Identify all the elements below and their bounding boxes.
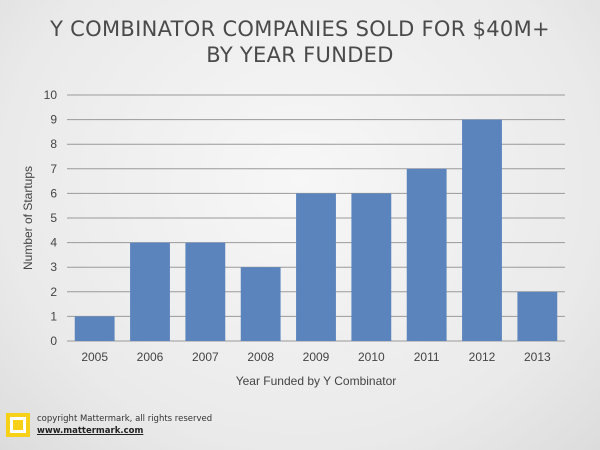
bar-2013 (517, 291, 558, 341)
mattermark-logo (6, 413, 30, 437)
chart-title: Y COMBINATOR COMPANIES SOLD FOR $40M+ BY… (0, 16, 600, 68)
x-tick-label: 2013 (524, 350, 551, 364)
bar-chart: 0 1 2 3 4 5 6 7 8 9 10 2005 2006 2007 2008 2009 2010 201… (21, 88, 565, 388)
y-tick-label: 8 (50, 137, 57, 151)
logo-square-icon (10, 417, 26, 433)
copyright-text: copyright Mattermark, all rights reserve… (37, 414, 213, 424)
x-axis-label: Year Funded by Y Combinator (236, 374, 397, 388)
x-tick-label: 2006 (137, 350, 164, 364)
x-tick-label: 2009 (303, 350, 330, 364)
bar-2010 (351, 193, 392, 341)
bar-2005 (74, 316, 115, 341)
x-tick-label: 2010 (358, 350, 385, 364)
footer: copyright Mattermark, all rights reserve… (6, 409, 212, 441)
y-tick-label: 1 (50, 309, 57, 323)
y-tick-label: 5 (50, 211, 57, 225)
bar-2012 (462, 119, 502, 341)
bar-2008 (240, 267, 281, 341)
chart-title-line-1: Y COMBINATOR COMPANIES SOLD FOR $40M+ (50, 17, 550, 41)
footer-text: copyright Mattermark, all rights reserve… (37, 413, 212, 437)
bar-2006 (130, 242, 170, 341)
y-axis-label: Number of Startups (21, 166, 35, 270)
chart-title-line-2: BY YEAR FUNDED (206, 43, 394, 67)
x-tick-label: 2012 (469, 350, 496, 364)
x-tick-label: 2011 (414, 350, 440, 364)
x-tick-label: 2005 (81, 350, 108, 364)
y-tick-label: 7 (50, 162, 57, 176)
y-tick-label: 2 (50, 285, 57, 299)
bar-2009 (296, 193, 336, 341)
bar-2007 (185, 242, 226, 341)
y-tick-label: 9 (50, 113, 57, 127)
website-link[interactable]: www.mattermark.com (37, 426, 144, 436)
bars (74, 119, 558, 341)
y-tick-label: 6 (50, 186, 57, 200)
y-tick-label: 4 (50, 236, 57, 250)
x-tick-label: 2007 (192, 350, 219, 364)
bar-2011 (406, 168, 447, 341)
y-tick-labels: 0 1 2 3 4 5 6 7 8 9 10 (44, 88, 58, 348)
y-tick-label: 3 (50, 260, 57, 274)
x-tick-labels: 2005 2006 2007 2008 2009 2010 2011 2012 2013 (81, 350, 551, 364)
y-tick-label: 0 (50, 334, 57, 348)
y-tick-label: 10 (44, 88, 58, 102)
x-tick-label: 2008 (247, 350, 274, 364)
